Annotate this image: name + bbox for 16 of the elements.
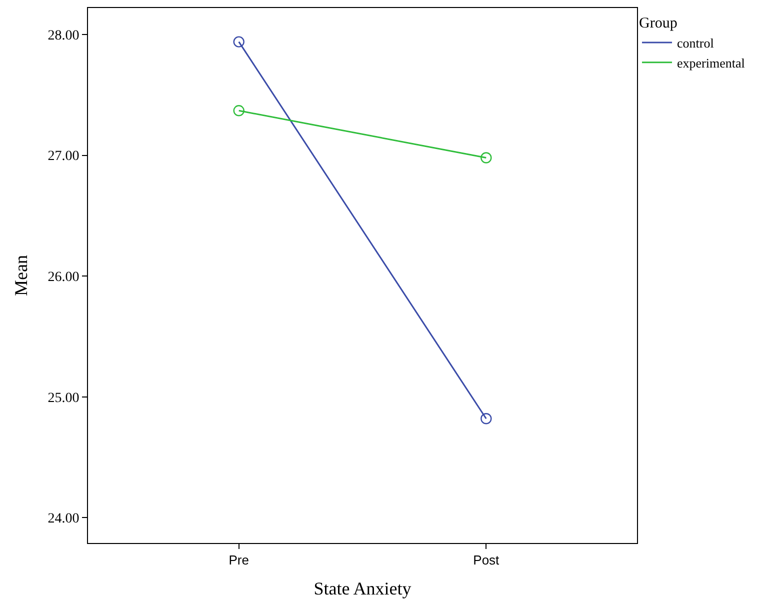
point (233, 105, 244, 116)
y-tick-label: 26.00 (48, 270, 80, 285)
y-tick-label: 28.00 (48, 28, 80, 44)
y-tick-label: 24.00 (48, 512, 80, 527)
legend-label: control (677, 36, 714, 51)
point (480, 413, 492, 424)
point (480, 152, 492, 164)
y-axis-title: Mean (10, 255, 31, 296)
legend-title: Group (639, 16, 678, 32)
y-tick-label: 27.00 (48, 149, 80, 164)
x-axis-title: State Anxiety (314, 578, 412, 599)
y-tick-label: 25.00 (48, 390, 80, 406)
x-tick-label: Pre (228, 552, 249, 568)
x-tick-label: Post (473, 552, 500, 568)
legend-label: experimental (677, 55, 746, 70)
point (233, 36, 244, 48)
